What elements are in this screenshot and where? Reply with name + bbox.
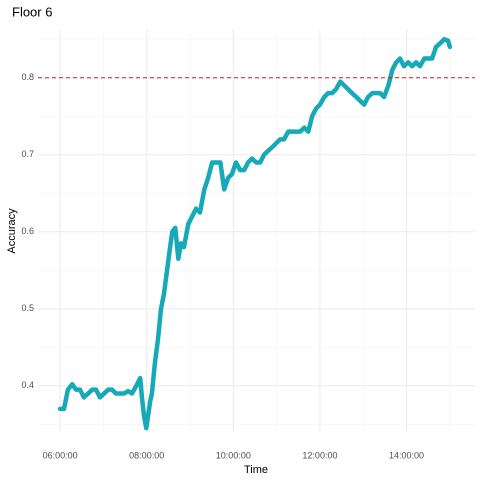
y-tick-label: 0.6 [21,226,34,236]
y-tick-label: 0.4 [21,380,34,390]
x-tick-label: 06:00:00 [43,450,78,460]
x-tick-label: 12:00:00 [302,450,337,460]
y-tick-label: 0.7 [21,149,34,159]
data-line [57,36,453,431]
y-axis-label: Accuracy [6,208,18,254]
x-tick-label: 10:00:00 [216,450,251,460]
x-tick-label: 14:00:00 [389,450,424,460]
y-tick-label: 0.5 [21,303,34,313]
x-tick-label: 08:00:00 [129,450,164,460]
x-axis-label: Time [244,464,268,476]
y-tick-label: 0.8 [21,72,34,82]
chart-title: Floor 6 [12,4,52,19]
